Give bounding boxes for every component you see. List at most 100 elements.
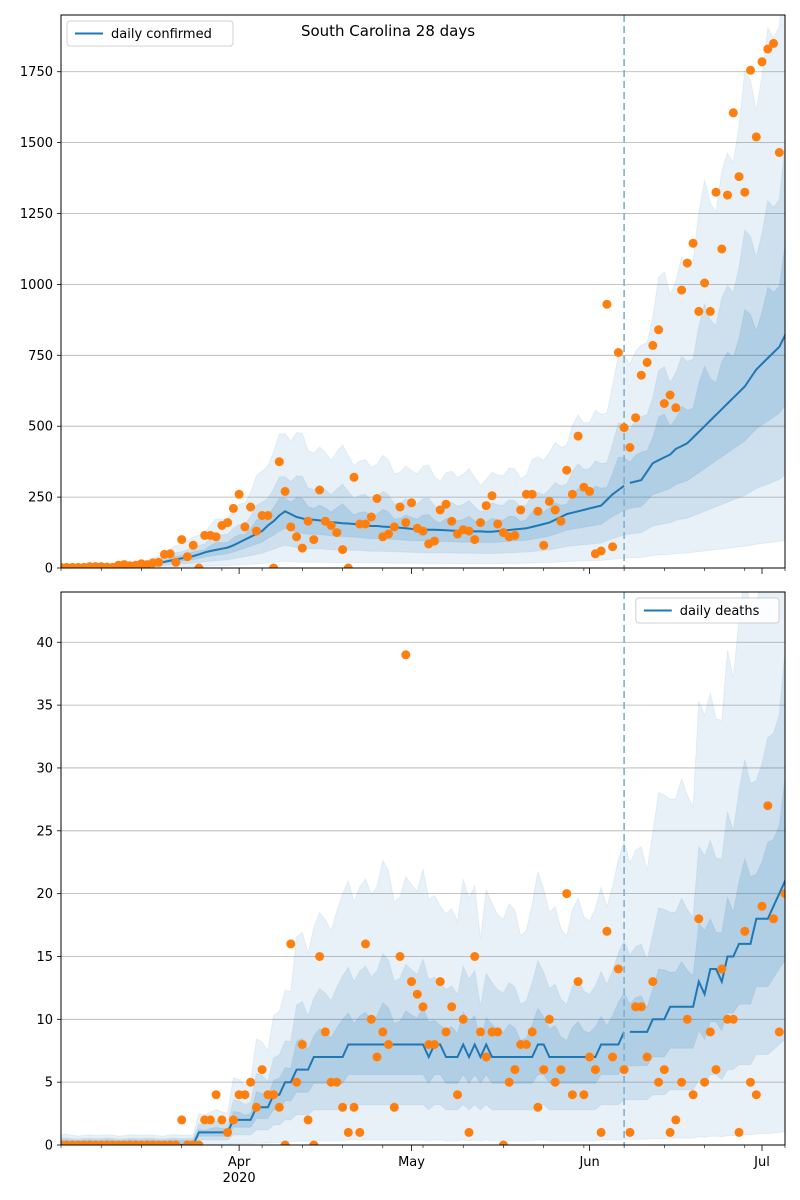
data-point xyxy=(297,543,307,553)
data-point xyxy=(240,1090,250,1100)
data-point xyxy=(165,549,175,559)
data-point xyxy=(596,546,606,556)
data-point xyxy=(642,1052,652,1062)
data-point xyxy=(487,491,497,501)
data-point xyxy=(194,563,204,568)
data-point xyxy=(372,494,382,503)
data-point xyxy=(194,1140,204,1145)
data-point xyxy=(315,952,325,961)
data-point xyxy=(562,465,572,475)
series-line-fit xyxy=(61,1031,626,1145)
data-point xyxy=(705,306,715,316)
data-point xyxy=(596,1127,606,1137)
data-point xyxy=(269,1090,279,1100)
data-point xyxy=(257,1065,267,1075)
data-point xyxy=(286,939,296,949)
data-point xyxy=(636,370,646,380)
data-point xyxy=(251,526,261,536)
data-point xyxy=(527,1027,537,1037)
data-point xyxy=(407,498,416,508)
data-point xyxy=(728,108,738,118)
data-point xyxy=(516,505,526,515)
data-point xyxy=(378,1027,388,1037)
data-point xyxy=(211,1090,221,1100)
data-point xyxy=(366,512,376,522)
y-tick-label: 750 xyxy=(28,349,53,364)
data-point xyxy=(154,557,164,567)
data-point xyxy=(585,486,595,496)
data-point xyxy=(309,535,319,545)
data-point xyxy=(355,1127,365,1137)
y-tick-label: 1250 xyxy=(20,207,53,222)
data-point xyxy=(608,542,618,552)
legend-label: daily confirmed xyxy=(111,27,212,42)
data-point xyxy=(550,505,560,515)
y-tick-label: 10 xyxy=(36,1013,53,1028)
data-point xyxy=(717,244,727,254)
data-point xyxy=(493,1027,503,1037)
data-point xyxy=(740,187,750,197)
data-point xyxy=(648,977,658,987)
data-point xyxy=(700,1077,710,1087)
legend-label: daily deaths xyxy=(680,604,760,619)
data-point xyxy=(303,1115,313,1125)
data-point xyxy=(476,1027,485,1037)
data-point xyxy=(274,1102,284,1112)
data-point xyxy=(550,1077,560,1087)
data-point xyxy=(665,1127,675,1137)
data-point xyxy=(746,65,755,75)
data-point xyxy=(763,44,773,54)
data-point xyxy=(757,901,767,911)
data-point xyxy=(688,238,698,248)
data-point xyxy=(544,1014,554,1024)
confirmed-chart: 0 250 500 750 1000 1250 1500 1750 South Carolina… xyxy=(20,14,786,577)
data-point xyxy=(510,530,520,540)
uncertainty-band-outer xyxy=(61,15,785,568)
y-tick-label: 30 xyxy=(36,761,53,776)
data-point xyxy=(504,1077,514,1087)
data-point xyxy=(366,1014,376,1024)
data-point xyxy=(464,1127,474,1137)
data-point xyxy=(435,505,445,515)
data-point xyxy=(274,457,284,467)
data-point xyxy=(326,521,336,530)
data-point xyxy=(688,1090,698,1100)
y-tick-label: 35 xyxy=(36,699,53,714)
data-point xyxy=(769,914,778,924)
uncertainty-band-middle xyxy=(61,648,785,1145)
data-point xyxy=(728,1014,738,1024)
data-point xyxy=(498,1140,508,1145)
data-point xyxy=(292,1077,302,1087)
data-point xyxy=(769,38,778,48)
data-point xyxy=(447,516,457,526)
data-point xyxy=(246,502,256,512)
data-point xyxy=(671,403,681,413)
data-point xyxy=(585,1052,595,1062)
data-point xyxy=(780,889,785,899)
data-point xyxy=(171,557,181,567)
data-point xyxy=(481,1052,491,1062)
data-point xyxy=(740,926,750,936)
data-point xyxy=(665,390,675,400)
data-point xyxy=(567,489,577,499)
y-tick-label: 40 xyxy=(36,636,53,651)
y-tick-label: 20 xyxy=(36,887,53,902)
data-point xyxy=(464,526,474,536)
data-point xyxy=(177,1115,187,1125)
data-point xyxy=(240,522,250,532)
data-point xyxy=(280,1140,290,1145)
data-point xyxy=(234,489,244,499)
legend-box xyxy=(635,597,780,624)
data-point xyxy=(654,325,664,335)
data-point xyxy=(441,499,451,509)
data-point xyxy=(700,278,710,288)
data-point xyxy=(533,1102,543,1112)
data-point xyxy=(177,535,187,545)
data-point xyxy=(435,977,445,987)
data-point xyxy=(407,977,416,987)
data-point xyxy=(395,952,405,961)
data-point xyxy=(734,1127,744,1137)
data-point xyxy=(223,1127,233,1137)
data-point xyxy=(338,1102,348,1112)
